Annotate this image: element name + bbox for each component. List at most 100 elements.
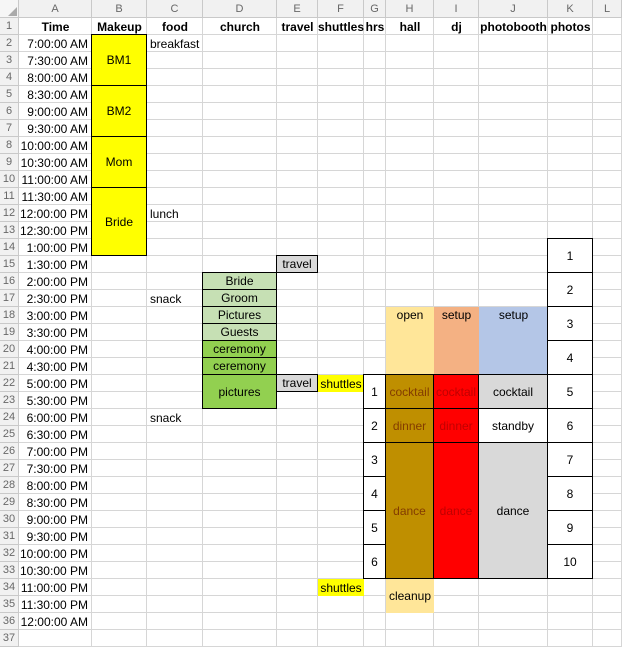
row-header-27[interactable]: 27 [0,460,19,477]
row-header-6[interactable]: 6 [0,103,19,120]
grid-cell-J8[interactable] [479,137,548,154]
grid-cell-D26[interactable] [203,443,277,460]
cell-D20[interactable]: ceremony [202,340,277,358]
row-header-35[interactable]: 35 [0,596,19,613]
grid-cell-H14[interactable] [386,239,434,256]
grid-cell-L18[interactable] [593,307,622,324]
grid-cell-J10[interactable] [479,171,548,188]
row-header-23[interactable]: 23 [0,392,19,409]
grid-cell-I11[interactable] [434,188,479,205]
grid-cell-F35[interactable] [318,596,364,613]
grid-cell-A1[interactable] [19,18,92,35]
cell-A26[interactable]: 7:00:00 PM [26,444,88,459]
grid-cell-D32[interactable] [203,545,277,562]
grid-cell-D25[interactable] [203,426,277,443]
grid-cell-J16[interactable] [479,273,548,290]
grid-cell-D15[interactable] [203,256,277,273]
grid-cell-D2[interactable] [203,35,277,52]
grid-cell-L3[interactable] [593,52,622,69]
grid-cell-K1[interactable] [548,18,593,35]
grid-cell-L9[interactable] [593,154,622,171]
grid-cell-A20[interactable] [19,341,92,358]
cell-J18[interactable]: setup [479,307,548,375]
grid-cell-F32[interactable] [318,545,364,562]
cell-D18[interactable]: Pictures [202,306,277,324]
select-all-corner[interactable] [0,0,19,18]
grid-cell-H6[interactable] [386,103,434,120]
grid-cell-I14[interactable] [434,239,479,256]
grid-cell-E21[interactable] [277,358,318,375]
grid-cell-G3[interactable] [364,52,386,69]
cell-G24[interactable]: 2 [363,408,386,443]
cell-H18[interactable]: open [386,307,434,375]
grid-cell-A27[interactable] [19,460,92,477]
grid-cell-L20[interactable] [593,341,622,358]
grid-cell-L30[interactable] [593,511,622,528]
grid-cell-D1[interactable] [203,18,277,35]
grid-cell-H37[interactable] [386,630,434,647]
grid-cell-A35[interactable] [19,596,92,613]
grid-cell-D13[interactable] [203,222,277,239]
cell-A27[interactable]: 7:30:00 PM [26,461,88,476]
cell-I18[interactable]: setup [434,307,479,375]
cell-A13[interactable]: 12:30:00 PM [19,223,88,238]
cell-E15[interactable]: travel [276,255,318,273]
grid-cell-B25[interactable] [92,426,147,443]
grid-cell-G35[interactable] [364,596,386,613]
cell-A25[interactable]: 6:30:00 PM [26,427,88,442]
grid-cell-F25[interactable] [318,426,364,443]
grid-cell-J7[interactable] [479,120,548,137]
grid-cell-L31[interactable] [593,528,622,545]
grid-cell-C5[interactable] [147,86,203,103]
grid-cell-D24[interactable] [203,409,277,426]
grid-cell-E36[interactable] [277,613,318,630]
grid-cell-L29[interactable] [593,494,622,511]
grid-cell-L2[interactable] [593,35,622,52]
grid-cell-G12[interactable] [364,205,386,222]
row-header-20[interactable]: 20 [0,341,19,358]
cell-A19[interactable]: 3:30:00 PM [26,325,88,340]
grid-cell-B30[interactable] [92,511,147,528]
grid-cell-D30[interactable] [203,511,277,528]
grid-cell-A15[interactable] [19,256,92,273]
grid-cell-F23[interactable] [318,392,364,409]
cell-J24[interactable]: standby [478,408,548,443]
grid-cell-D3[interactable] [203,52,277,69]
grid-cell-H17[interactable] [386,290,434,307]
grid-cell-C16[interactable] [147,273,203,290]
grid-cell-K8[interactable] [548,137,593,154]
cell-C12[interactable]: lunch [150,206,179,221]
grid-cell-J5[interactable] [479,86,548,103]
cell-D16[interactable]: Bride [202,272,277,290]
column-header-D[interactable]: D [203,0,277,18]
grid-cell-K12[interactable] [548,205,593,222]
cell-K24[interactable]: 6 [547,408,593,443]
cell-K22[interactable]: 5 [547,374,593,409]
grid-cell-G19[interactable] [364,324,386,341]
cell-G28[interactable]: 4 [363,476,386,511]
grid-cell-D7[interactable] [203,120,277,137]
cell-A30[interactable]: 9:00:00 PM [26,512,88,527]
grid-cell-C7[interactable] [147,120,203,137]
grid-cell-G18[interactable] [364,307,386,324]
grid-cell-F8[interactable] [318,137,364,154]
cell-E1[interactable]: travel [281,19,314,34]
grid-cell-E18[interactable] [277,307,318,324]
grid-cell-H12[interactable] [386,205,434,222]
grid-cell-F13[interactable] [318,222,364,239]
column-header-B[interactable]: B [92,0,147,18]
cell-K26[interactable]: 7 [547,442,593,477]
grid-cell-B36[interactable] [92,613,147,630]
cell-B8[interactable]: Mom [91,136,147,188]
row-header-18[interactable]: 18 [0,307,19,324]
grid-cell-B27[interactable] [92,460,147,477]
grid-cell-E3[interactable] [277,52,318,69]
grid-cell-A23[interactable] [19,392,92,409]
grid-cell-A16[interactable] [19,273,92,290]
grid-cell-H36[interactable] [386,613,434,630]
grid-cell-K35[interactable] [548,596,593,613]
grid-cell-F30[interactable] [318,511,364,528]
grid-cell-C20[interactable] [147,341,203,358]
grid-cell-K4[interactable] [548,69,593,86]
grid-cell-E37[interactable] [277,630,318,647]
